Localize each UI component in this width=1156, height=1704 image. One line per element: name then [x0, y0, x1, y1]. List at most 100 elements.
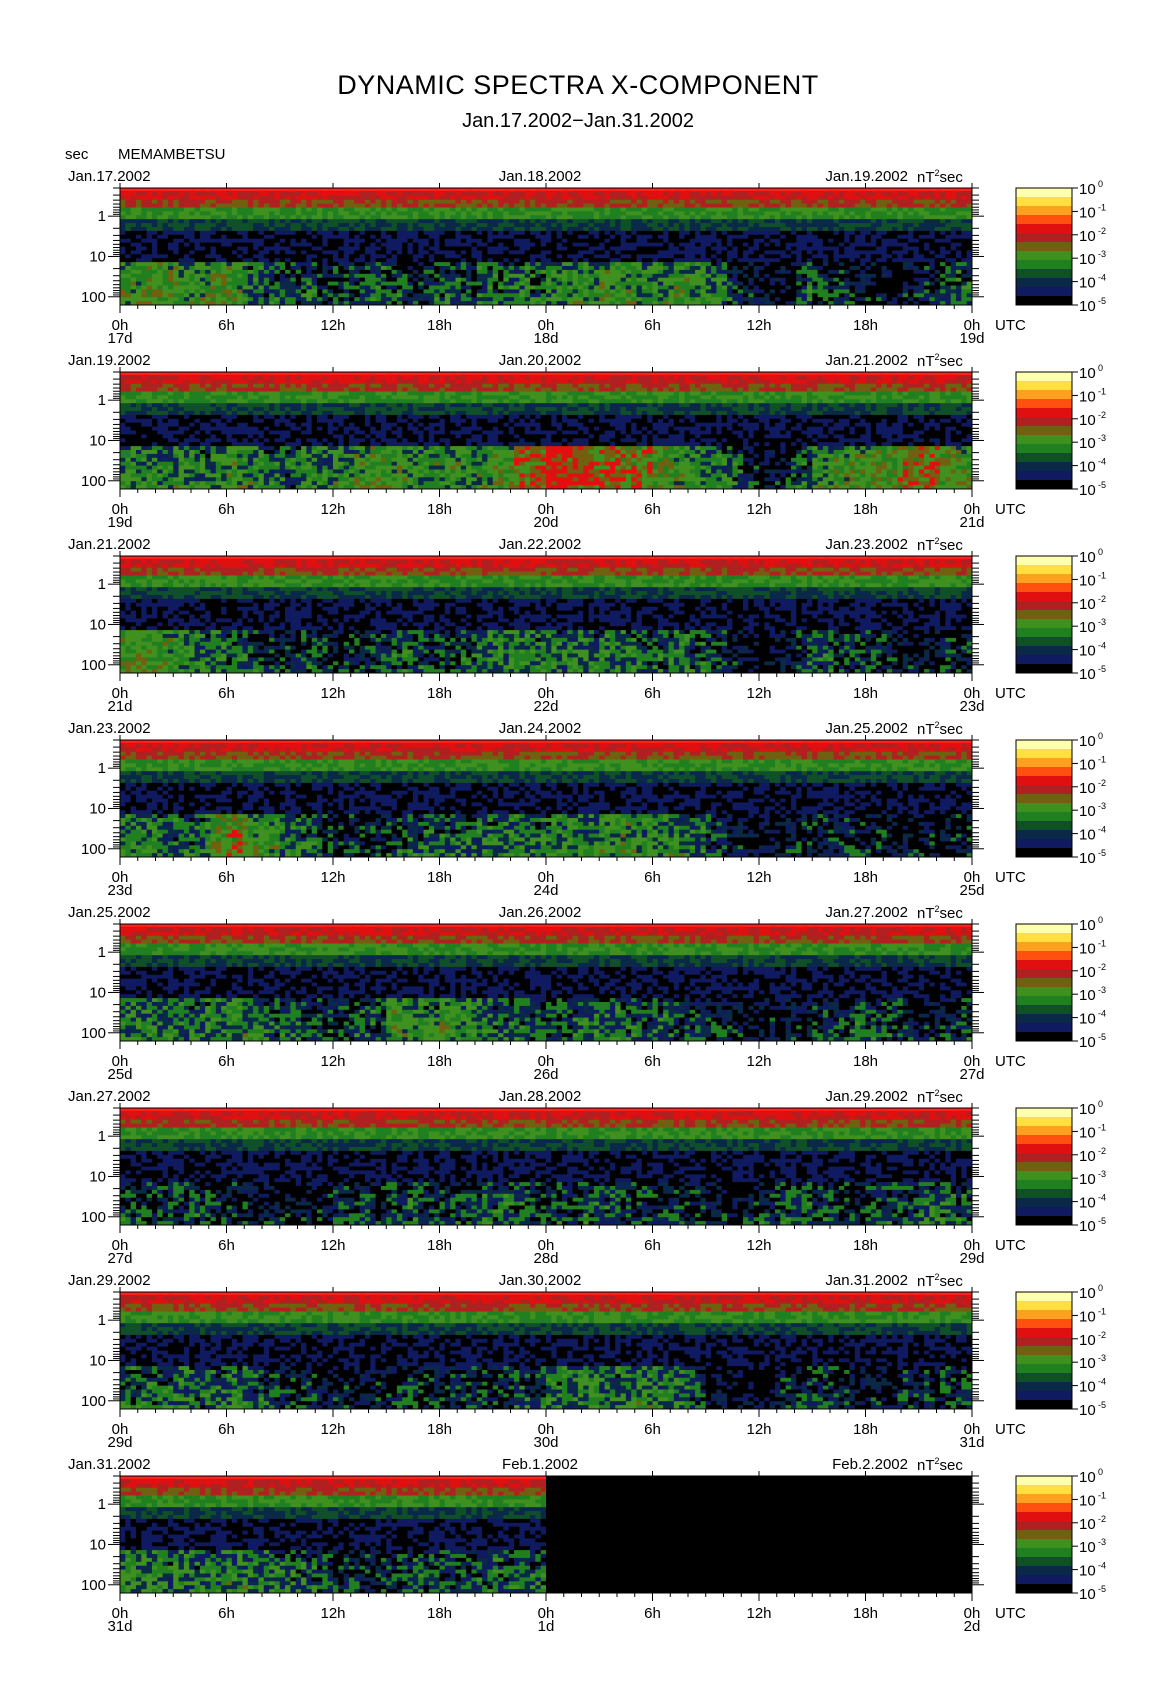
spectrogram-cell	[466, 297, 472, 302]
spectrogram-cell	[806, 199, 813, 204]
spectrogram-cell	[918, 258, 925, 263]
spectrogram-cell	[183, 227, 190, 232]
spectrogram-cell	[881, 223, 888, 228]
spectrogram-cell	[540, 199, 547, 204]
spectrogram-cell	[535, 195, 542, 201]
spectrogram-cell	[577, 203, 584, 208]
spectrogram-cell	[412, 191, 419, 197]
spectrogram-cell	[817, 250, 824, 255]
spectrogram-cell	[908, 250, 914, 255]
spectrogram-cell	[503, 250, 510, 255]
spectrogram-cell	[599, 215, 605, 220]
spectrogram-cell	[892, 301, 898, 306]
spectrogram-cell	[748, 262, 755, 267]
spectrogram-cell	[695, 277, 701, 282]
spectrogram-cell	[711, 238, 717, 243]
spectrogram-cell	[822, 211, 829, 216]
spectrogram-cell	[215, 246, 222, 251]
spectrogram-cell	[886, 301, 893, 306]
spectrogram-cell	[950, 215, 957, 220]
spectrogram-cell	[636, 234, 643, 240]
spectrogram-cell	[386, 262, 392, 267]
spectrogram-cell	[599, 293, 605, 298]
spectrogram-cell	[476, 266, 483, 271]
spectrogram-cell	[428, 289, 435, 294]
spectrogram-cell	[625, 273, 632, 279]
spectrogram-cell	[508, 254, 515, 259]
spectrogram-cell	[482, 227, 488, 232]
spectrogram-cell	[375, 289, 382, 294]
spectrogram-cell	[290, 227, 297, 232]
spectrogram-cell	[897, 281, 904, 286]
spectrogram-cell	[396, 269, 403, 275]
spectrogram-cell	[764, 258, 771, 263]
spectrogram-cell	[743, 289, 749, 294]
spectrogram-cell	[636, 273, 643, 279]
spectrogram-cell	[860, 242, 866, 247]
spectrogram-cell	[604, 191, 611, 197]
spectrogram-cell	[860, 277, 866, 282]
spectrogram-cell	[492, 223, 499, 228]
spectrogram-cell	[402, 227, 408, 232]
spectrogram-cell	[540, 191, 547, 197]
spectrogram-cell	[897, 234, 904, 240]
spectrogram-cell	[221, 250, 227, 255]
spectrogram-cell	[428, 219, 435, 224]
spectrogram-cell	[125, 242, 132, 247]
spectrogram-cell	[237, 215, 243, 220]
spectrogram-cell	[402, 277, 408, 282]
spectrogram-cell	[253, 273, 259, 279]
spectrogram-cell	[210, 266, 217, 271]
x-tick-label: 18h	[427, 317, 452, 334]
spectrogram-cell	[727, 234, 733, 240]
spectrogram-cell	[167, 273, 174, 279]
spectrogram-cell	[961, 230, 968, 236]
spectrogram-cell	[519, 277, 526, 282]
spectrogram-cell	[711, 215, 717, 220]
spectrogram-cell	[727, 227, 733, 232]
spectrogram-cell	[849, 246, 856, 251]
spectrogram-cell	[290, 258, 297, 263]
spectrogram-cell	[743, 242, 749, 247]
spectrogram-cell	[317, 203, 323, 208]
spectrogram-cell	[327, 242, 334, 247]
spectrogram-cell	[817, 207, 824, 212]
spectrogram-cell	[721, 262, 728, 267]
spectrogram-cell	[354, 191, 361, 197]
spectrogram-cell	[231, 250, 238, 255]
spectrogram-cell	[130, 227, 137, 232]
spectrogram-cell	[801, 234, 808, 240]
spectrogram-cell	[572, 191, 579, 197]
spectrogram-cell	[583, 258, 590, 263]
spectrogram-cell	[301, 254, 307, 259]
spectrogram-cell	[913, 269, 920, 275]
spectrogram-cell	[689, 246, 696, 251]
spectrogram-cell	[652, 289, 659, 294]
spectrogram-cell	[695, 273, 701, 279]
spectrogram-cell	[902, 215, 909, 220]
spectrogram-cell	[370, 281, 376, 286]
spectrogram-cell	[370, 223, 376, 228]
spectrogram-cell	[135, 258, 142, 263]
spectrogram-cell	[652, 250, 659, 255]
spectrogram-cell	[663, 211, 669, 216]
spectrogram-cell	[705, 234, 712, 240]
spectrogram-cell	[364, 219, 371, 224]
spectrogram-cell	[407, 195, 414, 201]
spectrogram-cell	[950, 195, 957, 201]
spectrogram-cell	[274, 293, 281, 298]
spectrogram-cell	[173, 234, 179, 240]
spectrogram-cell	[370, 285, 376, 290]
spectrogram-cell	[391, 211, 398, 216]
spectrogram-cell	[460, 297, 467, 302]
spectrogram-cell	[386, 254, 392, 259]
spectrogram-cell	[498, 195, 504, 201]
spectrogram-cell	[929, 289, 936, 294]
spectrogram-cell	[844, 234, 850, 240]
spectrogram-cell	[471, 293, 478, 298]
spectrogram-cell	[924, 211, 930, 216]
spectrogram-cell	[780, 199, 787, 204]
spectrogram-cell	[135, 227, 142, 232]
spectrogram-cell	[849, 230, 856, 236]
spectrogram-cell	[471, 219, 478, 224]
